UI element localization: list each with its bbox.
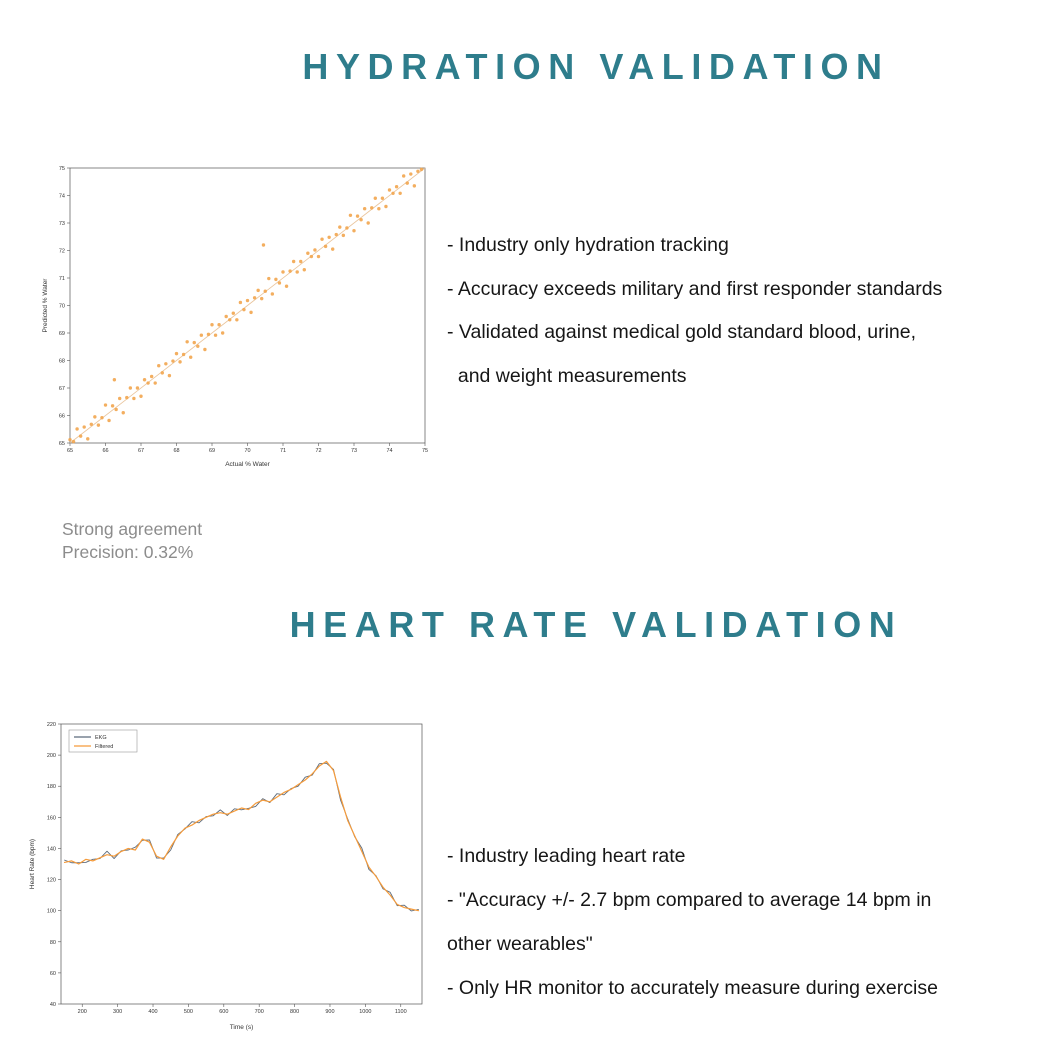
- svg-text:40: 40: [50, 1002, 56, 1008]
- svg-text:60: 60: [50, 971, 56, 977]
- bullet-line: - Only HR monitor to accurately measure …: [447, 977, 938, 999]
- svg-text:69: 69: [59, 331, 65, 337]
- svg-text:75: 75: [422, 448, 428, 454]
- svg-text:220: 220: [47, 722, 56, 728]
- svg-text:80: 80: [50, 940, 56, 946]
- heart-rate-line-chart: 200 300 400 500 600 700 800 900 1000 1100 40 60 80 10…: [27, 716, 432, 1032]
- svg-text:600: 600: [219, 1009, 228, 1015]
- svg-text:73: 73: [351, 448, 357, 454]
- svg-text:71: 71: [280, 448, 286, 454]
- svg-text:66: 66: [102, 448, 108, 454]
- svg-text:71: 71: [59, 276, 65, 282]
- svg-text:140: 140: [47, 846, 56, 852]
- bullet-line: other wearables": [447, 933, 593, 955]
- hydration-scatter-chart: 65 66 67 68 69 70 71 72 73 74 75 65 66 67 68 69 70 71 72 73…: [40, 162, 433, 469]
- svg-text:68: 68: [173, 448, 179, 454]
- hydration-bullet-list: - Industry only hydration tracking - Acc…: [447, 224, 1047, 398]
- bullet-line: - Validated against medical gold standar…: [447, 321, 917, 343]
- svg-text:69: 69: [209, 448, 215, 454]
- svg-text:72: 72: [59, 249, 65, 255]
- svg-text:65: 65: [67, 448, 73, 454]
- svg-text:66: 66: [59, 414, 65, 420]
- svg-text:70: 70: [244, 448, 250, 454]
- bullet-line: - Industry leading heart rate: [447, 845, 686, 867]
- svg-text:Predicted % Water: Predicted % Water: [42, 278, 49, 333]
- hydration-section-title: HYDRATION VALIDATION: [302, 46, 890, 88]
- svg-text:Time (s): Time (s): [230, 1024, 254, 1031]
- caption-agreement: Strong agreement: [62, 519, 203, 539]
- heart-rate-section-title: HEART RATE VALIDATION: [289, 604, 903, 646]
- svg-text:180: 180: [47, 784, 56, 790]
- svg-text:Filtered: Filtered: [95, 744, 113, 750]
- svg-text:74: 74: [386, 448, 392, 454]
- svg-text:Actual % Water: Actual % Water: [225, 461, 270, 468]
- svg-text:68: 68: [59, 359, 65, 365]
- svg-text:700: 700: [255, 1009, 264, 1015]
- svg-text:160: 160: [47, 815, 56, 821]
- svg-text:70: 70: [59, 304, 65, 310]
- heart-rate-bullet-list: - Industry leading heart rate - "Accurac…: [447, 834, 1047, 1010]
- svg-text:200: 200: [78, 1009, 87, 1015]
- svg-text:74: 74: [59, 194, 65, 200]
- svg-text:73: 73: [59, 221, 65, 227]
- bullet-line: - Accuracy exceeds military and first re…: [447, 277, 943, 300]
- svg-text:72: 72: [315, 448, 321, 454]
- svg-text:300: 300: [113, 1009, 122, 1015]
- bullet-line: - Industry only hydration tracking: [447, 234, 729, 256]
- svg-text:65: 65: [59, 441, 65, 447]
- svg-text:Heart Rate (bpm): Heart Rate (bpm): [29, 839, 36, 889]
- svg-text:75: 75: [59, 166, 65, 172]
- bullet-line: and weight measurements: [447, 364, 687, 387]
- svg-text:67: 67: [59, 386, 65, 392]
- hydration-chart-caption: Strong agreement Precision: 0.32%: [62, 518, 202, 564]
- caption-precision: Precision: 0.32%: [62, 542, 194, 562]
- svg-text:500: 500: [184, 1009, 193, 1015]
- svg-text:200: 200: [47, 753, 56, 759]
- bullet-line: - "Accuracy +/- 2.7 bpm compared to aver…: [447, 889, 932, 911]
- svg-text:100: 100: [47, 909, 56, 915]
- svg-text:1100: 1100: [395, 1009, 407, 1015]
- svg-text:900: 900: [325, 1009, 334, 1015]
- svg-text:400: 400: [148, 1009, 157, 1015]
- svg-text:120: 120: [47, 878, 56, 884]
- svg-text:800: 800: [290, 1009, 299, 1015]
- svg-text:67: 67: [138, 448, 144, 454]
- svg-text:EKG: EKG: [95, 735, 107, 741]
- svg-text:1000: 1000: [359, 1009, 371, 1015]
